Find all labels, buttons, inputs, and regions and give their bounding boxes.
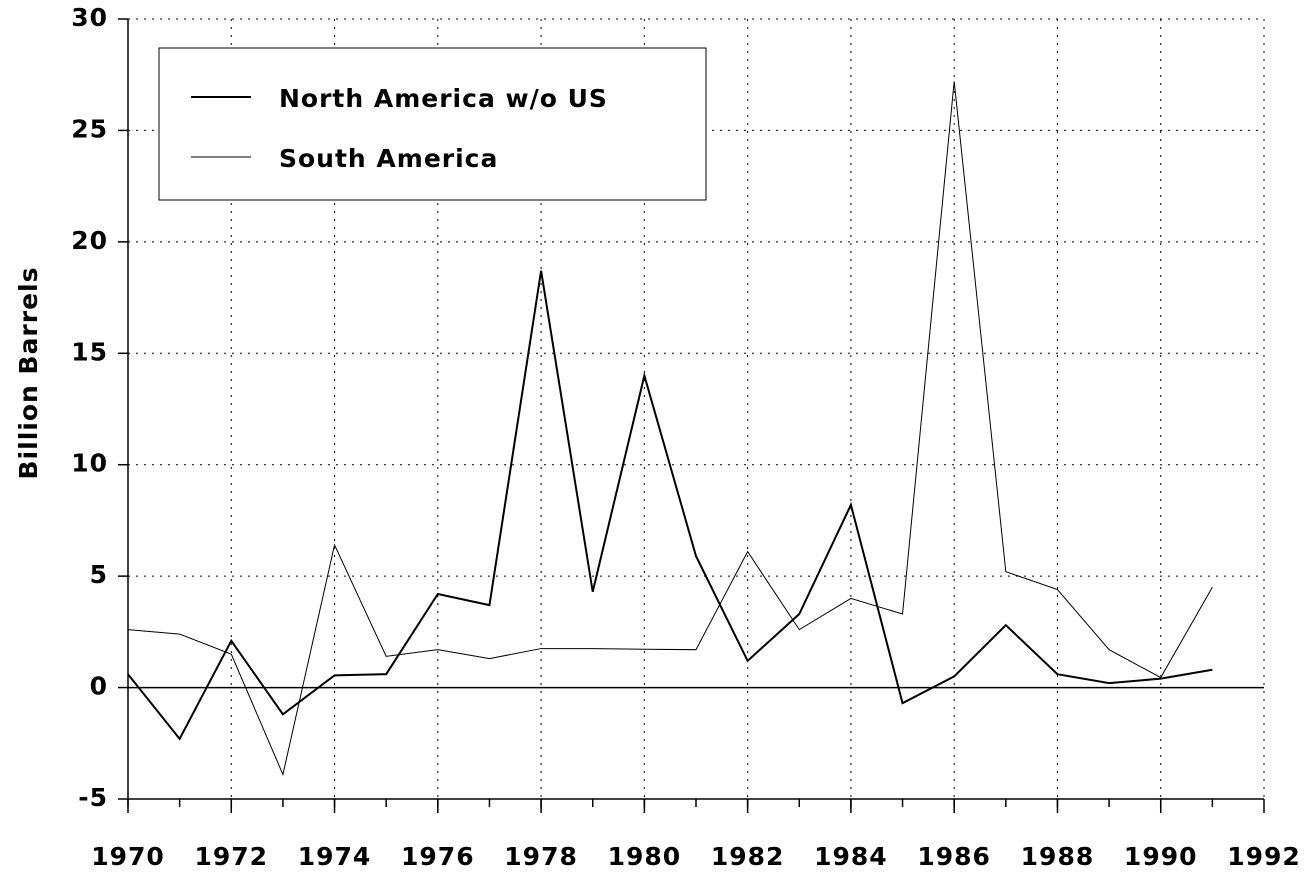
y-tick-label: 25 xyxy=(71,114,108,143)
legend-label: North America w/o US xyxy=(279,84,608,113)
y-tick-label: 30 xyxy=(71,3,108,32)
x-tick-label: 1970 xyxy=(91,842,165,871)
x-tick-label: 1982 xyxy=(711,842,785,871)
x-tick-label: 1974 xyxy=(298,842,372,871)
y-tick-label: 0 xyxy=(90,672,108,701)
y-axis-label: Billion Barrels xyxy=(14,267,43,480)
y-tick-label: -5 xyxy=(78,783,108,812)
legend-label: South America xyxy=(279,144,498,173)
x-tick-label: 1978 xyxy=(504,842,578,871)
legend-box xyxy=(158,47,707,201)
y-tick-label: 5 xyxy=(90,560,108,589)
series-line xyxy=(127,81,1213,777)
y-tick-label: 15 xyxy=(71,337,108,366)
x-tick-label: 1990 xyxy=(1124,842,1198,871)
x-tick-label: 1988 xyxy=(1021,842,1095,871)
x-tick-label: 1992 xyxy=(1227,842,1301,871)
y-tick-label: 10 xyxy=(71,449,108,478)
y-tick-label: 20 xyxy=(71,226,108,255)
x-tick-label: 1972 xyxy=(194,842,268,871)
x-tick-label: 1986 xyxy=(917,842,991,871)
x-tick-label: 1976 xyxy=(401,842,475,871)
series-line xyxy=(127,270,1213,741)
x-tick-label: 1980 xyxy=(608,842,682,871)
x-tick-label: 1984 xyxy=(814,842,888,871)
